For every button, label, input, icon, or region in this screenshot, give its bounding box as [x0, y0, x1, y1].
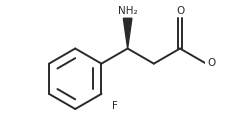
Text: O: O — [176, 6, 184, 16]
Text: O: O — [207, 58, 215, 68]
Text: F: F — [112, 101, 117, 111]
Text: NH₂: NH₂ — [118, 6, 138, 16]
Polygon shape — [123, 18, 132, 49]
